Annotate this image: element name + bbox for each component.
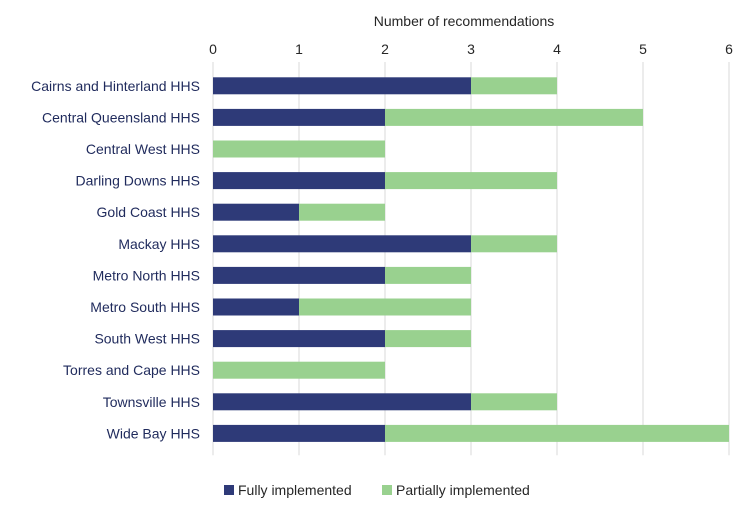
category-label-6: Metro North HHS	[93, 267, 200, 283]
category-label-10: Townsville HHS	[103, 394, 200, 410]
category-label-7: Metro South HHS	[90, 299, 200, 315]
x-tick-label-3: 3	[467, 41, 475, 57]
x-tick-label-4: 4	[553, 41, 561, 57]
bar-fully-0	[213, 77, 471, 95]
legend-swatch-1	[382, 485, 392, 495]
x-tick-label-2: 2	[381, 41, 389, 57]
legend-swatch-0	[224, 485, 234, 495]
bar-fully-8	[213, 330, 385, 348]
bar-partially-9	[213, 361, 385, 379]
bar-fully-6	[213, 266, 385, 284]
category-label-2: Central West HHS	[86, 141, 200, 157]
x-tick-label-0: 0	[209, 41, 217, 57]
bar-partially-8	[385, 330, 471, 348]
category-label-4: Gold Coast HHS	[97, 204, 200, 220]
bar-partially-3	[385, 172, 557, 190]
category-labels: Cairns and Hinterland HHS Central Queensl…	[31, 78, 200, 442]
x-tick-label-5: 5	[639, 41, 647, 57]
bar-fully-7	[213, 298, 299, 316]
bar-partially-11	[385, 424, 729, 442]
bar-partially-5	[471, 235, 557, 253]
x-tick-label-6: 6	[725, 41, 733, 57]
bar-partially-4	[299, 203, 385, 221]
bar-fully-1	[213, 108, 385, 126]
category-label-8: South West HHS	[94, 331, 200, 347]
bar-partially-10	[471, 393, 557, 411]
bar-fully-3	[213, 172, 385, 190]
bar-fully-4	[213, 203, 299, 221]
bar-partially-6	[385, 266, 471, 284]
x-tick-label-1: 1	[295, 41, 303, 57]
bars	[213, 77, 729, 442]
x-axis-title: Number of recommendations	[374, 13, 555, 29]
bar-partially-7	[299, 298, 471, 316]
legend: Fully implemented Partially implemented	[224, 482, 530, 498]
category-label-3: Darling Downs HHS	[76, 173, 200, 189]
gridlines	[212, 62, 730, 456]
x-tick-labels: 0 1 2 3 4 5 6	[209, 41, 733, 57]
category-label-9: Torres and Cape HHS	[63, 362, 200, 378]
category-label-0: Cairns and Hinterland HHS	[31, 78, 200, 94]
bar-fully-10	[213, 393, 471, 411]
category-label-1: Central Queensland HHS	[42, 109, 200, 125]
bar-partially-1	[385, 108, 643, 126]
bar-fully-5	[213, 235, 471, 253]
bar-fully-11	[213, 424, 385, 442]
bar-partially-0	[471, 77, 557, 95]
category-label-5: Mackay HHS	[118, 236, 200, 252]
legend-label-0: Fully implemented	[238, 482, 352, 498]
legend-label-1: Partially implemented	[396, 482, 530, 498]
category-label-11: Wide Bay HHS	[107, 425, 200, 441]
bar-partially-2	[213, 140, 385, 158]
